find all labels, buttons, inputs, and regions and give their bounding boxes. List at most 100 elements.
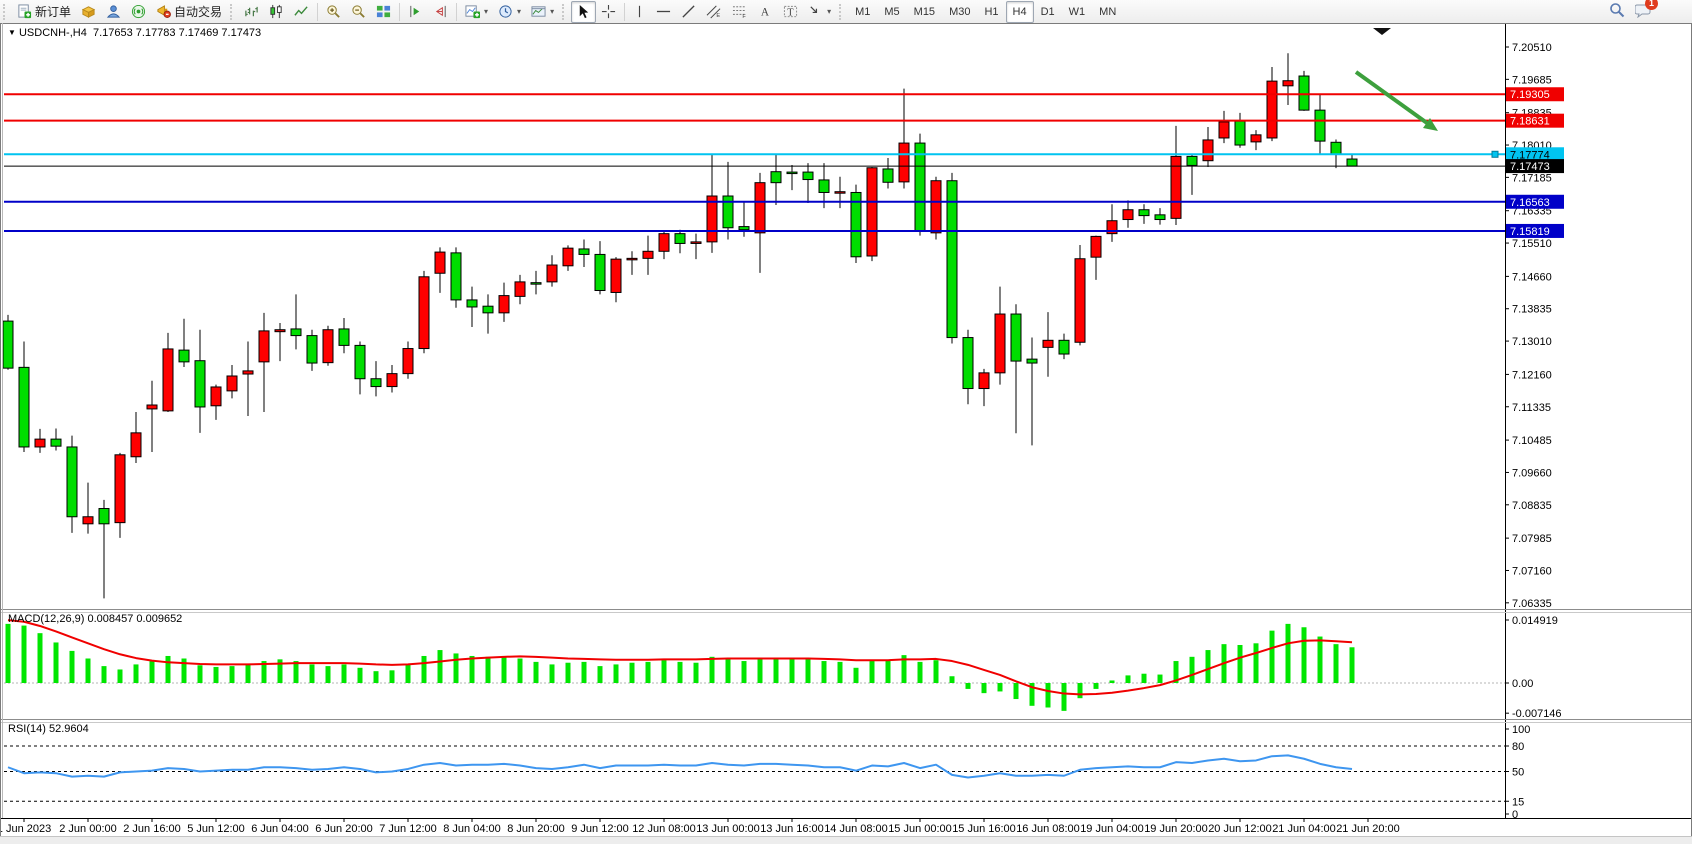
horizontal-line-tool-button[interactable] [651, 1, 676, 23]
macd-bar [261, 661, 267, 683]
candle [50, 438, 62, 447]
candle [722, 195, 734, 229]
trendline-tool-button[interactable] [676, 1, 701, 23]
macd-bar [693, 662, 699, 683]
svg-text:T: T [787, 7, 794, 18]
rsi-line [7, 754, 1353, 779]
arrows-tool-button[interactable]: ▾ [803, 1, 836, 23]
fibonacci-tool-button[interactable]: F [727, 1, 753, 23]
status-bar [0, 836, 1692, 844]
timeframe-d1-button[interactable]: D1 [1040, 5, 1055, 18]
candlestick-chart-button[interactable] [264, 1, 289, 23]
macd-bar [325, 666, 331, 683]
signal-button[interactable] [126, 1, 151, 23]
bar-chart-button[interactable] [239, 1, 264, 23]
macd-bar [949, 676, 955, 683]
candle [226, 375, 238, 392]
toolbar-grip [839, 3, 844, 20]
candle [1186, 155, 1198, 166]
candle [754, 182, 766, 234]
trend-arrow-annotation[interactable] [1354, 70, 1438, 131]
templates-button[interactable]: ▾ [526, 1, 559, 23]
price-tick-label: 7.09660 [1512, 467, 1552, 479]
macd-signal-line [7, 619, 1353, 696]
dropdown-caret-icon: ▾ [550, 7, 555, 16]
timeframe-h1-button[interactable]: H1 [984, 5, 999, 18]
price-badge-label: 7.18631 [1510, 116, 1550, 128]
notification-badge: 1 [1645, 0, 1658, 10]
crosshair-icon [601, 4, 616, 19]
crosshair-tool-button[interactable] [596, 1, 621, 23]
candle [1298, 75, 1310, 111]
candle [1330, 141, 1342, 155]
line-chart-button[interactable] [289, 1, 314, 23]
timeframe-w1-button[interactable]: W1 [1068, 5, 1086, 18]
macd-bar [437, 650, 443, 683]
macd-bar [21, 625, 27, 683]
horizontal-line-icon [656, 4, 671, 19]
chart-window[interactable]: 7.205107.196857.188357.180107.171857.163… [0, 23, 1692, 837]
candle [1170, 155, 1182, 219]
price-tick-label: 7.14660 [1512, 271, 1552, 283]
search-icon[interactable] [1609, 2, 1625, 21]
candle [578, 248, 590, 255]
periods-button[interactable]: ▾ [493, 1, 526, 23]
text-label-tool-button[interactable]: T [778, 1, 803, 23]
time-axis-label: 15 Jun 16:00 [952, 823, 1016, 835]
toolbar-separator [317, 2, 319, 21]
chart-shift-button[interactable] [428, 1, 453, 23]
zoom-in-icon [326, 4, 341, 19]
indicators-button[interactable]: ▾ [460, 1, 493, 23]
macd-bar [1269, 630, 1275, 683]
zoom-in-button[interactable] [321, 1, 346, 23]
time-axis-label: 8 Jun 20:00 [507, 823, 565, 835]
macd-bar [757, 658, 763, 683]
account-button[interactable] [101, 1, 126, 23]
timeframe-m30-button[interactable]: M30 [949, 5, 971, 18]
price-tick-label: 7.17185 [1512, 172, 1552, 184]
channel-tool-button[interactable]: E [701, 1, 727, 23]
macd-bar [1029, 683, 1035, 706]
collapse-triangle-icon[interactable]: ▼ [8, 28, 16, 37]
chart-plot-area[interactable] [4, 23, 1505, 608]
broadcast-icon [131, 4, 146, 19]
macd-values: 0.008457 0.009652 [87, 613, 183, 625]
auto-trading-button[interactable]: 自动交易 [151, 1, 227, 23]
timeframe-m5-button[interactable]: M5 [884, 5, 900, 18]
text-icon: A [758, 4, 773, 19]
macd-bar [1189, 656, 1195, 683]
time-axis-label: 19 Jun 20:00 [1144, 823, 1208, 835]
macd-bar [37, 633, 43, 683]
price-tick-label: 7.10485 [1512, 435, 1552, 447]
new-order-button[interactable]: 新订单 [12, 1, 76, 23]
macd-bar [805, 659, 811, 683]
toolbar-separator [456, 2, 458, 21]
zoom-out-button[interactable] [346, 1, 371, 23]
line-handle[interactable] [1491, 150, 1499, 158]
time-axis-label: 9 Jun 12:00 [571, 823, 629, 835]
candle [802, 171, 814, 181]
candle [834, 191, 846, 194]
notifications-button[interactable]: 1 [1634, 0, 1658, 21]
timeframe-mn-button[interactable]: MN [1099, 5, 1117, 18]
timeframe-h4-button[interactable]: H4 [1005, 0, 1034, 23]
tile-windows-button[interactable] [371, 1, 396, 23]
candle [642, 250, 654, 259]
candle [706, 195, 718, 243]
cursor-tool-button[interactable] [571, 0, 597, 23]
equidistant-channel-icon: E [706, 4, 722, 19]
price-badge [1506, 223, 1564, 238]
candle [546, 264, 558, 283]
timeframe-m15-button[interactable]: M15 [913, 5, 936, 18]
candle [178, 349, 190, 363]
vertical-line-tool-button[interactable] [628, 1, 651, 23]
candle [690, 241, 702, 244]
price-tick-label: 7.12160 [1512, 369, 1552, 381]
macd-bar [485, 656, 491, 683]
timeframe-m1-button[interactable]: M1 [855, 5, 871, 18]
chart-ohlc-values: 7.17653 7.17783 7.17469 7.17473 [92, 27, 262, 39]
auto-scroll-button[interactable] [403, 1, 428, 23]
text-tool-button[interactable]: A [753, 1, 778, 23]
macd-bar [981, 683, 987, 694]
deposit-button[interactable] [76, 1, 101, 23]
